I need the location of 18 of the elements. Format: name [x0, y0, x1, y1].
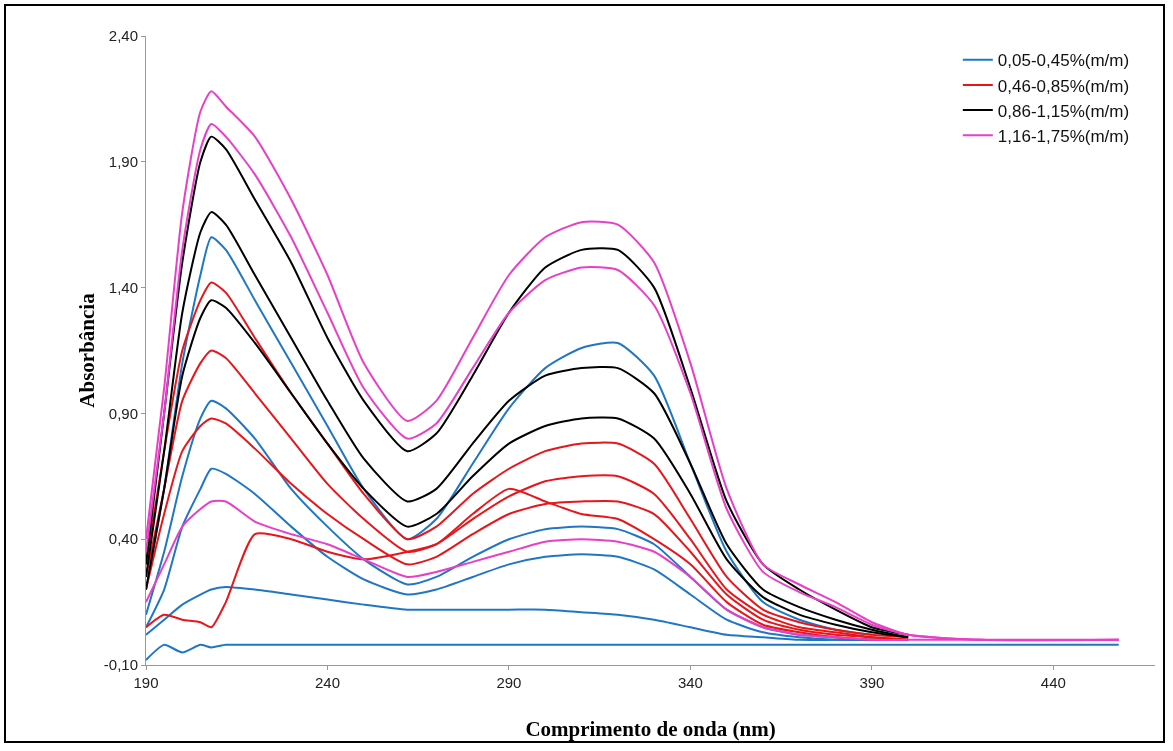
legend-label: 0,46-0,85%(m/m) — [997, 76, 1130, 96]
x-axis-title: Comprimento de onda (nm) — [525, 717, 776, 741]
y-tick-label: 0,40 — [108, 530, 138, 548]
x-tick-label: 240 — [314, 674, 340, 691]
y-tick-label: 1,40 — [108, 278, 138, 296]
legend-label: 1,16-1,75%(m/m) — [997, 126, 1130, 146]
legend-label: 0,86-1,15%(m/m) — [997, 101, 1130, 121]
y-tick-label: -0,10 — [103, 656, 138, 674]
legend-label: 0,05-0,45%(m/m) — [997, 51, 1130, 71]
x-tick-label: 440 — [1040, 674, 1066, 691]
x-tick-label: 190 — [133, 674, 159, 691]
y-axis-title: Absorbância — [75, 292, 99, 408]
y-tick-label: 0,90 — [108, 404, 138, 422]
y-tick-label: 2,40 — [108, 27, 138, 45]
x-tick-label: 390 — [859, 674, 885, 691]
y-tick-label: 1,90 — [108, 153, 138, 171]
x-tick-label: 340 — [677, 674, 703, 691]
x-tick-label: 290 — [496, 674, 522, 691]
